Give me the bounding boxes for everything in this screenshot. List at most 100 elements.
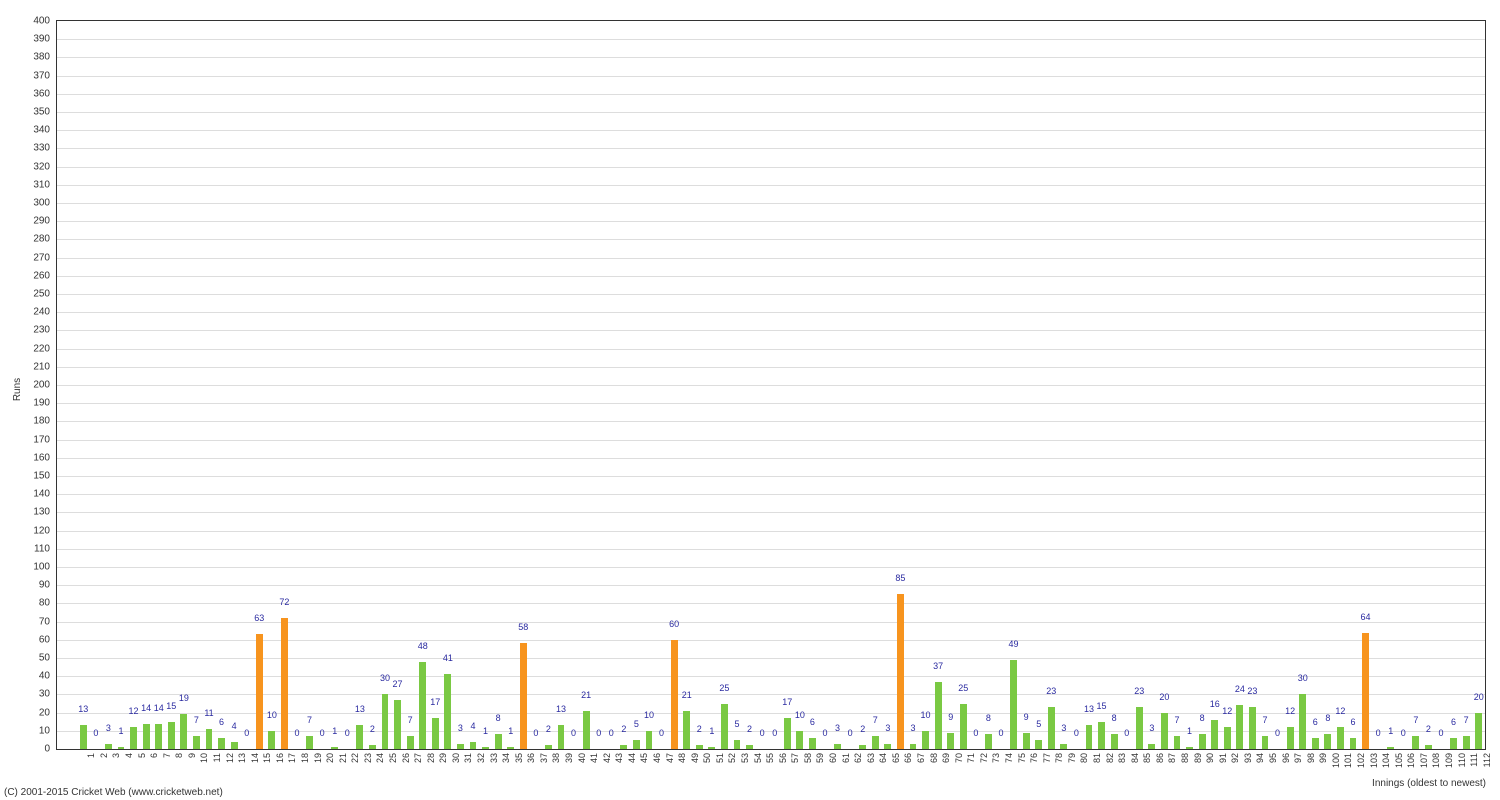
y-tick-label: 170 [0, 434, 50, 445]
y-tick-label: 60 [0, 634, 50, 645]
x-tick-label: 48 [677, 753, 687, 763]
bar [1035, 740, 1042, 749]
bar-value-label: 58 [518, 622, 528, 632]
bar [470, 742, 477, 749]
bar-value-label: 85 [895, 573, 905, 583]
bar [947, 733, 954, 749]
x-tick-label: 82 [1105, 753, 1115, 763]
y-gridline [57, 531, 1485, 532]
bar [80, 725, 87, 749]
x-tick-label: 26 [401, 753, 411, 763]
bar-value-label: 9 [948, 712, 953, 722]
x-tick-label: 37 [539, 753, 549, 763]
x-tick-label: 81 [1092, 753, 1102, 763]
y-gridline [57, 603, 1485, 604]
bar-value-label: 4 [470, 721, 475, 731]
y-tick-label: 250 [0, 289, 50, 300]
y-tick-label: 310 [0, 179, 50, 190]
x-tick-label: 59 [815, 753, 825, 763]
y-gridline [57, 458, 1485, 459]
bar [985, 734, 992, 749]
x-tick-label: 60 [828, 753, 838, 763]
x-tick-label: 27 [413, 753, 423, 763]
bar [1224, 727, 1231, 749]
bar-value-label: 0 [1438, 728, 1443, 738]
bar-value-label: 5 [634, 719, 639, 729]
bar-value-label: 7 [1464, 715, 1469, 725]
bar [1199, 734, 1206, 749]
x-tick-label: 20 [325, 753, 335, 763]
x-tick-label: 15 [262, 753, 272, 763]
x-tick-label: 16 [275, 753, 285, 763]
bar-value-label: 6 [810, 717, 815, 727]
bar [1475, 713, 1482, 749]
x-tick-label: 1 [86, 753, 96, 758]
x-tick-label: 91 [1218, 753, 1228, 763]
y-tick-label: 350 [0, 107, 50, 118]
y-gridline [57, 622, 1485, 623]
bar-value-label: 7 [307, 715, 312, 725]
bar-value-label: 8 [986, 713, 991, 723]
y-gridline [57, 549, 1485, 550]
bar-value-label: 0 [294, 728, 299, 738]
y-gridline [57, 567, 1485, 568]
bar-value-label: 15 [1097, 701, 1107, 711]
y-tick-label: 200 [0, 380, 50, 391]
y-gridline [57, 167, 1485, 168]
bar [1098, 722, 1105, 749]
x-tick-label: 78 [1054, 753, 1064, 763]
x-tick-label: 66 [903, 753, 913, 763]
x-tick-label: 4 [124, 753, 134, 758]
bar [407, 736, 414, 749]
x-tick-label: 56 [778, 753, 788, 763]
bar [382, 694, 389, 749]
x-tick-label: 35 [514, 753, 524, 763]
bar [193, 736, 200, 749]
bar [796, 731, 803, 749]
x-tick-label: 108 [1431, 753, 1441, 768]
y-gridline [57, 476, 1485, 477]
bar [1060, 744, 1067, 749]
y-gridline [57, 640, 1485, 641]
bar-value-label: 0 [973, 728, 978, 738]
y-gridline [57, 421, 1485, 422]
y-gridline [57, 112, 1485, 113]
bar [734, 740, 741, 749]
x-tick-label: 63 [866, 753, 876, 763]
bar [897, 594, 904, 749]
x-tick-label: 23 [363, 753, 373, 763]
bar [520, 643, 527, 749]
bar [256, 634, 263, 749]
x-tick-label: 109 [1444, 753, 1454, 768]
bar-value-label: 0 [1401, 728, 1406, 738]
y-gridline [57, 367, 1485, 368]
x-tick-label: 57 [790, 753, 800, 763]
bar-value-label: 25 [719, 683, 729, 693]
y-gridline [57, 185, 1485, 186]
x-tick-label: 65 [891, 753, 901, 763]
x-tick-label: 72 [979, 753, 989, 763]
bar-value-label: 72 [279, 597, 289, 607]
x-tick-label: 97 [1293, 753, 1303, 763]
bar-value-label: 0 [822, 728, 827, 738]
bar-value-label: 21 [682, 690, 692, 700]
bar-value-label: 11 [204, 708, 213, 718]
y-tick-label: 70 [0, 616, 50, 627]
bar-value-label: 0 [1376, 728, 1381, 738]
bar-value-label: 13 [556, 704, 566, 714]
bar-value-label: 10 [795, 710, 805, 720]
x-tick-label: 96 [1281, 753, 1291, 763]
x-tick-label: 44 [627, 753, 637, 763]
bar [1450, 738, 1457, 749]
bar-value-label: 2 [1426, 724, 1431, 734]
bar-value-label: 12 [1285, 706, 1295, 716]
bar-value-label: 5 [734, 719, 739, 729]
y-gridline [57, 57, 1485, 58]
bar [1362, 633, 1369, 749]
y-gridline [57, 148, 1485, 149]
y-tick-label: 210 [0, 361, 50, 372]
bar-value-label: 3 [458, 723, 463, 733]
bar-value-label: 1 [483, 726, 488, 736]
x-tick-label: 31 [463, 753, 473, 763]
y-tick-label: 340 [0, 125, 50, 136]
